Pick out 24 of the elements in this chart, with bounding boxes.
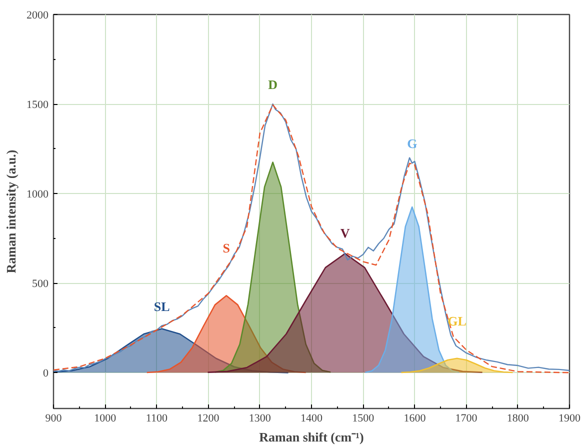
x-axis-title: Raman shift (cm⁻¹) bbox=[259, 430, 364, 444]
x-tick-label: 1500 bbox=[352, 412, 375, 424]
x-tick-label: 1400 bbox=[300, 412, 323, 424]
x-tick-label: 900 bbox=[45, 412, 62, 424]
x-tick-label: 1100 bbox=[146, 412, 168, 424]
x-tick-label: 1200 bbox=[197, 412, 220, 424]
y-tick-label: 1000 bbox=[26, 188, 49, 201]
x-tick-label: 1600 bbox=[404, 412, 426, 424]
x-tick-label: 1800 bbox=[506, 412, 530, 424]
y-tick-label: 500 bbox=[32, 278, 49, 290]
y-tick-label: 2000 bbox=[26, 10, 49, 22]
text: GL bbox=[448, 313, 467, 328]
x-tick-label: 1000 bbox=[94, 412, 117, 424]
text: G bbox=[407, 136, 418, 152]
series-label: SL bbox=[154, 298, 170, 314]
y-axis-title: Raman intensity (a.u.) bbox=[4, 150, 18, 274]
y-tick-label: 0 bbox=[43, 368, 49, 380]
series-label: V bbox=[340, 225, 350, 240]
x-tick-label: 1900 bbox=[558, 412, 581, 424]
text: S bbox=[222, 240, 230, 256]
y-tick-label: 1500 bbox=[26, 99, 49, 112]
x-tick-label: 1300 bbox=[248, 412, 272, 424]
x-tick-label: 1700 bbox=[455, 412, 478, 424]
text: D bbox=[268, 77, 278, 92]
